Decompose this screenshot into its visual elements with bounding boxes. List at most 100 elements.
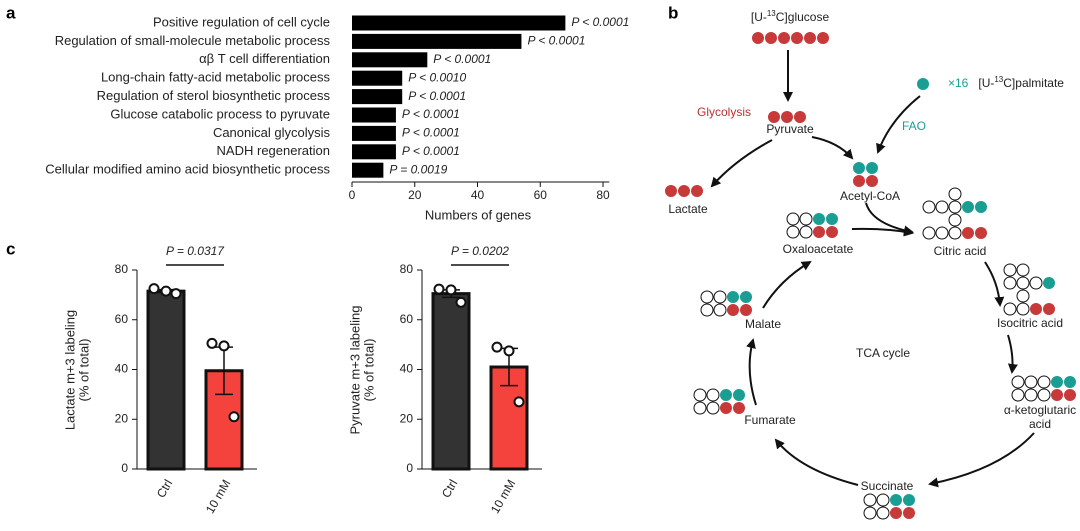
x-tick-label: 60 (534, 188, 548, 202)
dot (863, 493, 877, 507)
bar (146, 289, 186, 471)
dot (778, 32, 790, 44)
dot (781, 111, 793, 123)
palmitate-label: ×16 [U-13C]palmitate (948, 75, 1064, 91)
dot (1016, 276, 1030, 290)
dot (706, 401, 720, 415)
category-label: αβ T cell differentiation (199, 51, 330, 66)
fao-label: FAO (902, 119, 926, 133)
y-axis-title: Pyruvate m+3 labeling (347, 306, 362, 435)
bar (352, 144, 396, 160)
dot (890, 494, 902, 506)
dot (1011, 388, 1025, 402)
data-point (491, 341, 503, 353)
data-point (206, 337, 218, 349)
dot (1064, 376, 1076, 388)
dot (948, 226, 962, 240)
data-point (228, 411, 240, 423)
dot (799, 225, 813, 239)
dot (917, 78, 929, 90)
arrow (1007, 334, 1018, 374)
arrow (746, 338, 757, 406)
y-tick-label: 40 (115, 362, 129, 376)
dot (948, 200, 962, 214)
data-point (433, 283, 445, 295)
cycle-label: TCA cycle (856, 346, 910, 360)
dot (876, 493, 890, 507)
p-value: P < 0.0001 (408, 89, 466, 103)
dot (740, 291, 752, 303)
dot (740, 304, 752, 316)
y-axis-title: (% of total) (76, 339, 91, 402)
node-label: Pyruvate (766, 122, 814, 136)
data-point (218, 340, 230, 352)
dot (693, 388, 707, 402)
x-tick-label: 80 (596, 188, 610, 202)
bar (352, 162, 384, 178)
data-point (170, 288, 182, 300)
arrow (865, 202, 914, 236)
category-label: Long-chain fatty-acid metabolic process (101, 70, 331, 85)
dot (727, 291, 739, 303)
y-tick-label: 80 (115, 262, 129, 276)
dot (813, 213, 825, 225)
dot (665, 185, 677, 197)
dot (975, 227, 987, 239)
bar (352, 107, 396, 123)
dot (863, 506, 877, 520)
dot (733, 389, 745, 401)
dot (1003, 276, 1017, 290)
node-label: Succinate (861, 479, 914, 493)
dot (935, 200, 949, 214)
category-label: Regulation of sterol biosynthetic proces… (97, 88, 331, 103)
dot (876, 506, 890, 520)
p-value: P = 0.0317 (166, 244, 225, 258)
data-point (148, 283, 160, 295)
dot (853, 162, 865, 174)
data-point (160, 285, 172, 297)
dot (1011, 375, 1025, 389)
dot (1016, 289, 1030, 303)
glycolysis-label: Glycolysis (697, 105, 751, 119)
dot (720, 402, 732, 414)
glucose-label: [U-13C]glucose (751, 9, 830, 25)
dot (752, 32, 764, 44)
bar (352, 70, 403, 86)
category-label: Cellular modified amino acid biosyntheti… (45, 162, 330, 177)
x-tick-label: Ctrl (439, 477, 460, 500)
dot (691, 185, 703, 197)
x-tick-label: 40 (471, 188, 485, 202)
node-label: Acetyl-CoA (840, 189, 900, 203)
dot (727, 304, 739, 316)
dot (765, 32, 777, 44)
arrow (774, 438, 859, 486)
dot (817, 32, 829, 44)
category-label: Positive regulation of cell cycle (153, 14, 330, 29)
bar (352, 125, 396, 141)
dot (903, 494, 915, 506)
dot (706, 388, 720, 402)
dot (786, 212, 800, 226)
y-tick-label: 0 (121, 461, 128, 475)
dot (1003, 263, 1017, 277)
dot (1024, 388, 1038, 402)
dot (1024, 375, 1038, 389)
node-label: Malate (745, 317, 781, 331)
panel-letter: b (668, 3, 678, 22)
arrow (811, 136, 854, 160)
dot (1016, 263, 1030, 277)
dot (1064, 389, 1076, 401)
dot (700, 290, 714, 304)
dot (813, 226, 825, 238)
dot (720, 389, 732, 401)
dot (1030, 303, 1042, 315)
panel-letter: c (6, 239, 15, 258)
y-tick-label: 60 (115, 312, 129, 326)
y-tick-label: 40 (400, 362, 414, 376)
y-tick-label: 20 (115, 411, 129, 425)
dot (1043, 303, 1055, 315)
p-value: P = 0.0019 (389, 162, 447, 176)
dot (866, 162, 878, 174)
node-label: Oxaloacetate (783, 242, 854, 256)
